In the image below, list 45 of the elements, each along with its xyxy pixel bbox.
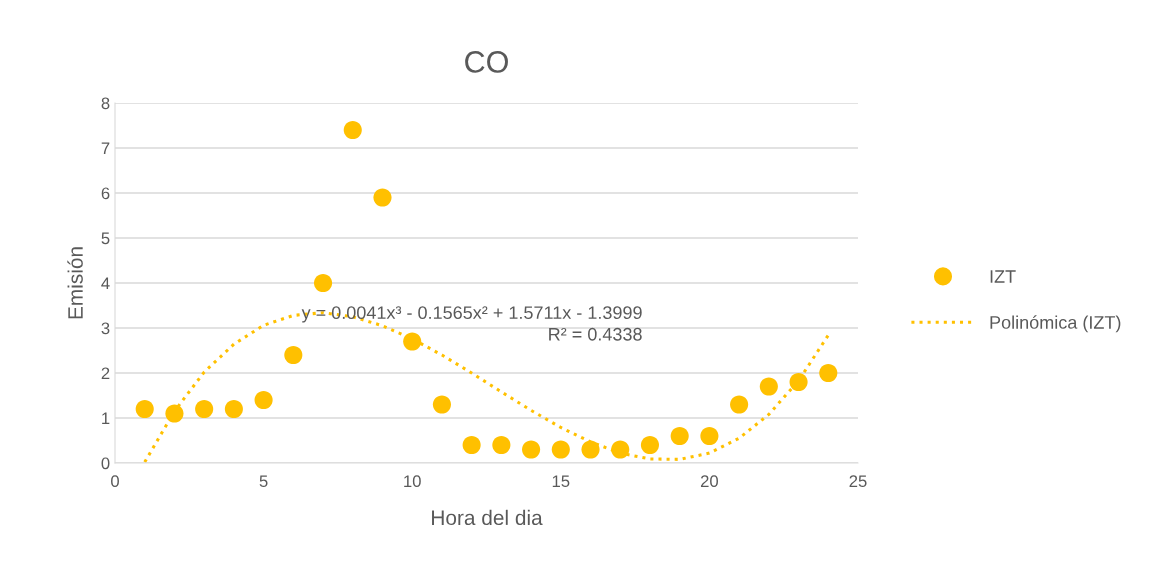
point — [611, 440, 630, 459]
x-tick-label: 10 — [404, 475, 421, 488]
x-tick-label: 25 — [849, 475, 867, 488]
x-tick-label: 0 — [111, 475, 119, 488]
point — [670, 426, 689, 446]
x-tick-label: 15 — [552, 475, 570, 488]
legend-label: IZT — [990, 270, 1016, 283]
point — [135, 399, 154, 419]
y-tick-label: 7 — [101, 142, 110, 155]
point — [522, 440, 541, 459]
point — [759, 377, 778, 396]
point — [165, 404, 184, 423]
point — [403, 332, 422, 351]
point — [730, 395, 749, 414]
point — [819, 363, 838, 383]
y-tick-label: 2 — [101, 367, 110, 380]
point — [195, 399, 214, 419]
y-tick-label: 0 — [101, 457, 110, 470]
x-tick-label: 5 — [259, 475, 268, 488]
point — [581, 440, 600, 459]
chart-title: CO — [465, 51, 508, 73]
y-tick-label: 6 — [101, 187, 110, 200]
point — [700, 426, 719, 446]
point — [254, 390, 273, 410]
y-tick-label: 1 — [102, 412, 110, 425]
point — [462, 435, 481, 455]
point — [432, 395, 451, 414]
point — [313, 273, 333, 293]
point — [284, 345, 303, 365]
y-tick-label: 8 — [101, 97, 110, 110]
point — [224, 399, 243, 419]
point — [551, 440, 570, 459]
y-tick-label: 3 — [101, 322, 110, 335]
x-axis-title: Hora del dia — [432, 509, 543, 526]
point — [373, 188, 392, 207]
y-axis-title: Emisión — [67, 247, 83, 319]
y-tick-label: 4 — [101, 277, 110, 290]
x-tick-label: 20 — [700, 475, 719, 488]
point — [789, 372, 808, 392]
legend-label: Polinómica (IZT) — [990, 315, 1121, 333]
annotation: R² = 0.4338 — [549, 327, 642, 341]
point — [492, 435, 511, 455]
point — [640, 435, 660, 455]
point — [343, 120, 362, 140]
y-tick-label: 5 — [101, 232, 110, 245]
